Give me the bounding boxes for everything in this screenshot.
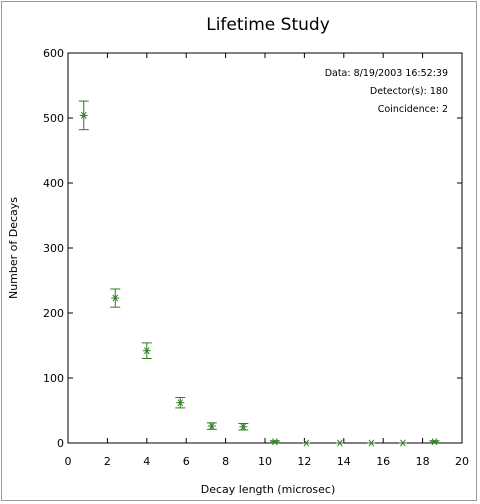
data-point [207,422,216,430]
x-tick-label: 2 [104,455,111,468]
annotation-coincidence: Coincidence: 2 [378,104,448,115]
x-axis-label: Decay length (microsec) [201,483,336,496]
x-tick-label: 20 [455,455,469,468]
y-tick-label: 600 [43,47,64,60]
y-axis-label: Number of Decays [7,197,20,299]
x-tick-label: 10 [258,455,272,468]
y-tick-label: 200 [43,307,64,320]
chart-title: Lifetime Study [206,15,330,35]
data-point [270,438,279,446]
x-tick-label: 16 [376,455,390,468]
x-tick-label: 14 [337,455,351,468]
x-tick-label: 6 [183,455,190,468]
y-tick-label: 300 [43,242,64,255]
annotation-detectors: Detector(s): 180 [370,86,448,97]
x-tick-label: 4 [143,455,150,468]
y-tick-label: 500 [43,112,64,125]
x-tick-label: 8 [222,455,229,468]
data-point [176,399,185,407]
annotation-data-timestamp: Data: 8/19/2003 16:52:39 [325,68,448,79]
x-tick-label: 0 [65,455,72,468]
data-point [239,423,248,431]
data-point [111,294,120,302]
data-marks [78,100,440,447]
data-point [398,439,407,447]
y-tick-label: 100 [43,372,64,385]
data-point [79,111,88,119]
data-point [302,439,311,447]
y-tick-label: 400 [43,177,64,190]
data-point [335,439,344,447]
data-point [142,347,151,355]
y-tick-label: 0 [57,437,64,450]
data-point [367,439,376,447]
data-point [430,438,439,446]
x-tick-label: 12 [297,455,311,468]
x-tick-label: 18 [416,455,430,468]
